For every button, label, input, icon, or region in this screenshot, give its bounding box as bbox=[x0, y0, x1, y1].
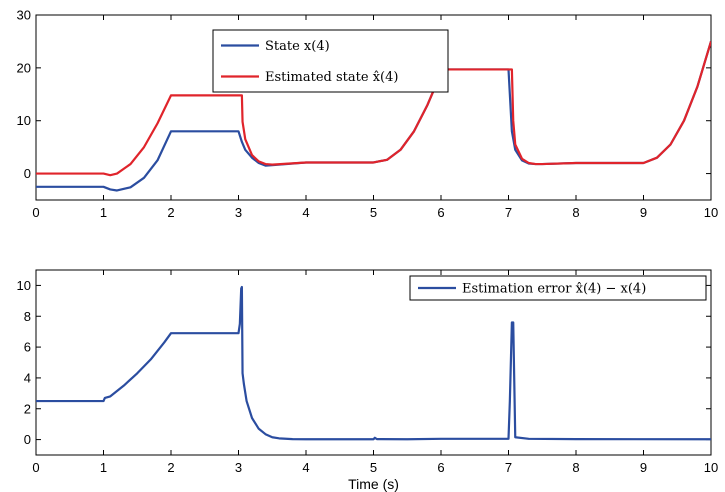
x-tick-label: 2 bbox=[167, 205, 174, 220]
x-tick-label: 2 bbox=[167, 460, 174, 475]
x-tick-label: 9 bbox=[640, 205, 647, 220]
chart-panel-2: 0 1 2 3 4 5 6 7 8 9 10 0 2 4 6 8 10 Time (s) Estimation er… bbox=[17, 269, 718, 492]
y-tick-label: 6 bbox=[24, 340, 31, 355]
legend-label: Estimated state x̂(4) bbox=[265, 70, 398, 85]
x-tick-label: 0 bbox=[32, 460, 39, 475]
x-tick-label: 5 bbox=[370, 460, 377, 475]
x-axis-label: Time (s) bbox=[348, 476, 399, 492]
x-tick-label: 3 bbox=[235, 205, 242, 220]
y-tick-label: 4 bbox=[24, 370, 31, 385]
series-line-1 bbox=[36, 285, 711, 441]
series-line-2 bbox=[36, 41, 711, 177]
x-tick-label: 4 bbox=[302, 205, 309, 220]
chart-panel-1: 0 1 2 3 4 5 6 7 8 9 10 0 10 20 30 State x(4) Estimated s… bbox=[17, 8, 719, 221]
x-tick-label: 5 bbox=[370, 205, 377, 220]
x-tick-label: 9 bbox=[640, 460, 647, 475]
y-tick-label: 20 bbox=[17, 60, 31, 75]
x-tick-label: 4 bbox=[302, 460, 309, 475]
x-tick-label: 6 bbox=[437, 205, 444, 220]
x-tick-label: 3 bbox=[235, 460, 242, 475]
x-tick-label: 1 bbox=[100, 460, 107, 475]
x-tick-label: 1 bbox=[100, 205, 107, 220]
y-tick-label: 30 bbox=[17, 8, 31, 23]
legend: Estimation error x̂(4) − x(4) bbox=[409, 275, 707, 301]
legend-box bbox=[409, 275, 707, 301]
legend: State x(4) Estimated state x̂(4) bbox=[212, 29, 449, 93]
x-tick-label: 8 bbox=[572, 205, 579, 220]
x-tick-label: 0 bbox=[32, 205, 39, 220]
x-tick-label: 8 bbox=[572, 460, 579, 475]
y-tick-label: 0 bbox=[24, 432, 31, 447]
x-tick-label: 10 bbox=[704, 460, 718, 475]
x-tick-label: 7 bbox=[505, 460, 512, 475]
x-tick-label: 7 bbox=[505, 205, 512, 220]
y-tick-label: 2 bbox=[24, 401, 31, 416]
y-tick-label: 10 bbox=[17, 113, 31, 128]
x-tick-label: 6 bbox=[437, 460, 444, 475]
legend-box bbox=[212, 29, 449, 93]
y-tick-label: 8 bbox=[24, 309, 31, 324]
y-tick-label: 0 bbox=[24, 166, 31, 181]
legend-label: State x(4) bbox=[265, 39, 330, 54]
y-tick-label: 10 bbox=[17, 278, 31, 293]
legend-label: Estimation error x̂(4) − x(4) bbox=[462, 282, 646, 297]
x-tick-label: 10 bbox=[704, 205, 718, 220]
